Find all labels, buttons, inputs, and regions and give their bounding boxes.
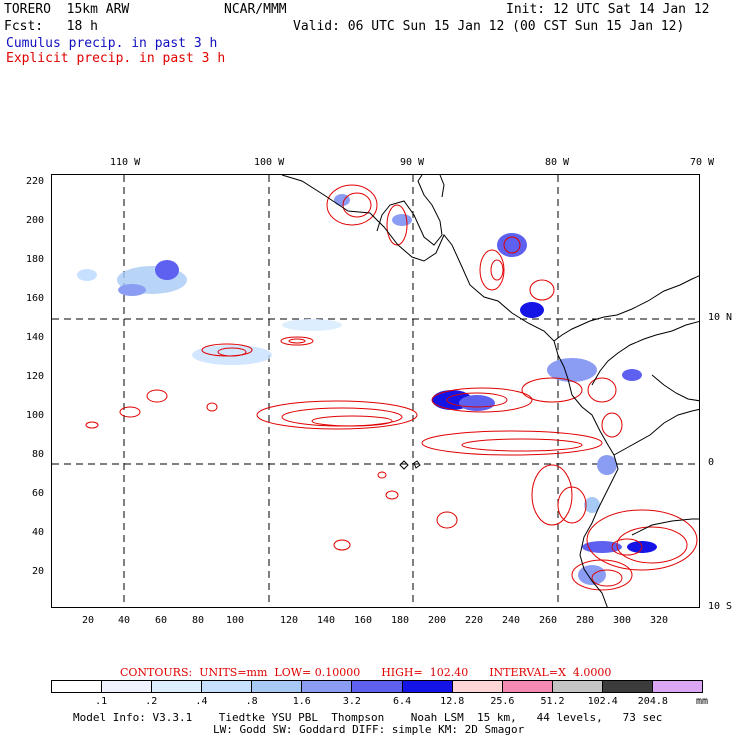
colorbar-label: .8	[245, 696, 258, 707]
colorbar-swatch	[402, 681, 453, 692]
y-tick: 100	[26, 410, 45, 421]
lat-label-0: 0	[708, 457, 715, 468]
colorbar-swatch	[352, 681, 403, 692]
colorbar-swatch	[602, 681, 653, 692]
y-tick: 140	[26, 332, 45, 343]
x-tick: 240	[502, 615, 521, 626]
colorbar-label: .2	[145, 696, 158, 707]
x-tick: 280	[576, 615, 595, 626]
x-tick: 80	[192, 615, 205, 626]
colorbar-unit: mm	[696, 696, 709, 707]
lon-label-90w: 90 W	[400, 157, 425, 168]
precip-map	[51, 174, 700, 608]
y-tick: 200	[26, 215, 45, 226]
y-tick: 20	[32, 566, 45, 577]
forecast-hour: Fcst: 18 h	[4, 19, 98, 34]
coastlines	[281, 175, 699, 607]
legend-explicit: Explicit precip. in past 3 h	[6, 51, 226, 66]
y-tick: 60	[32, 488, 45, 499]
x-tick: 200	[428, 615, 447, 626]
colorbar-swatch	[52, 681, 103, 692]
colorbar-swatch	[152, 681, 203, 692]
x-tick: 60	[155, 615, 168, 626]
contour-info: CONTOURS: UNITS=mm LOW= 0.10000 HIGH= 10…	[120, 666, 612, 679]
colorbar-swatch	[552, 681, 603, 692]
model-title: TORERO 15km ARW	[4, 2, 130, 17]
x-tick: 100	[226, 615, 245, 626]
colorbar-label: 1.6	[292, 696, 311, 707]
cumulus-precip	[77, 194, 657, 585]
y-tick: 160	[26, 293, 45, 304]
x-tick: 40	[118, 615, 131, 626]
x-tick: 160	[354, 615, 373, 626]
colorbar-label: .1	[95, 696, 108, 707]
colorbar-label: 6.4	[393, 696, 412, 707]
organization: NCAR/MMM	[224, 2, 287, 17]
graticule	[52, 175, 699, 607]
x-tick: 320	[650, 615, 669, 626]
model-info-line1: Model Info: V3.3.1 Tiedtke YSU PBL Thomp…	[73, 711, 663, 724]
x-tick: 220	[465, 615, 484, 626]
colorbar-label: 51.2	[540, 696, 565, 707]
colorbar-swatch	[452, 681, 503, 692]
y-tick: 40	[32, 527, 45, 538]
colorbar-label: 12.8	[440, 696, 465, 707]
colorbar-label: 3.2	[342, 696, 361, 707]
colorbar-swatch	[652, 681, 703, 692]
y-tick: 220	[26, 176, 45, 187]
colorbar-label: 204.8	[637, 696, 668, 707]
colorbar-swatch	[302, 681, 353, 692]
model-info-line2: LW: Godd SW: Goddard DIFF: simple KM: 2D…	[213, 723, 525, 736]
map-canvas	[52, 175, 699, 607]
x-tick: 120	[280, 615, 299, 626]
x-tick: 260	[539, 615, 558, 626]
lon-label-100w: 100 W	[254, 157, 285, 168]
lat-label-10s: 10 S	[708, 601, 733, 612]
x-tick: 20	[82, 615, 95, 626]
lon-label-80w: 80 W	[545, 157, 570, 168]
colorbar-swatch	[102, 681, 153, 692]
colorbar-swatch	[502, 681, 553, 692]
colorbar-label: 25.6	[490, 696, 515, 707]
valid-time: Valid: 06 UTC Sun 15 Jan 12 (00 CST Sun …	[293, 19, 685, 34]
explicit-precip-contours	[85, 184, 698, 591]
y-tick: 80	[32, 449, 45, 460]
init-time: Init: 12 UTC Sat 14 Jan 12	[506, 2, 710, 17]
legend-cumulus: Cumulus precip. in past 3 h	[6, 36, 218, 51]
colorbar-label: .4	[195, 696, 208, 707]
colorbar-label: 102.4	[587, 696, 618, 707]
y-tick: 120	[26, 371, 45, 382]
colorbar-swatch	[252, 681, 303, 692]
colorbar	[51, 680, 703, 693]
colorbar-swatch	[202, 681, 253, 692]
x-tick: 180	[391, 615, 410, 626]
x-tick: 140	[317, 615, 336, 626]
lon-label-110w: 110 W	[110, 157, 141, 168]
y-tick: 180	[26, 254, 45, 265]
x-tick: 300	[613, 615, 632, 626]
lat-label-10n: 10 N	[708, 312, 733, 323]
lon-label-70w: 70 W	[690, 157, 715, 168]
